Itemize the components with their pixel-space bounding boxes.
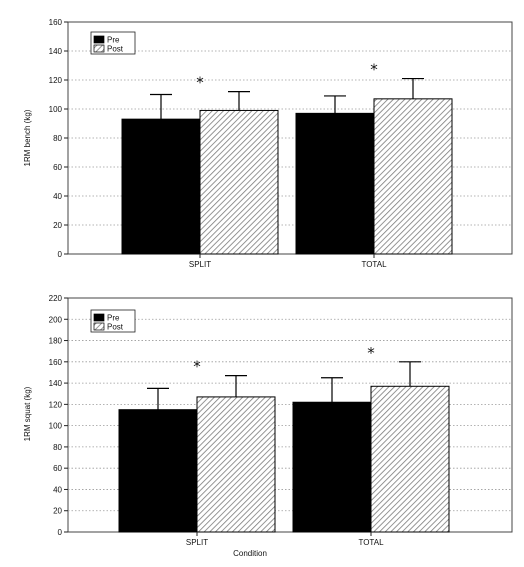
y-axis-title: 1RM squat (kg): [23, 386, 32, 441]
y-tick-label: 20: [53, 221, 62, 230]
y-tick-label: 200: [49, 315, 63, 324]
y-tick-label: 100: [49, 422, 63, 431]
y-tick-label: 160: [49, 18, 63, 27]
y-tick-label: 180: [49, 337, 63, 346]
bar-pre-total: [295, 112, 375, 255]
y-tick-label: 0: [58, 528, 63, 537]
x-tick-label: SPLIT: [189, 260, 211, 269]
x-tick-label: SPLIT: [186, 538, 208, 547]
bar-post-split: [196, 396, 276, 533]
legend-swatch-post: [93, 44, 105, 53]
legend-swatch-pre: [93, 35, 105, 44]
y-tick-label: 220: [49, 294, 63, 303]
legend-swatch-pre: [93, 313, 105, 322]
legend-label-post: Post: [107, 323, 124, 332]
bar-pre-total: [292, 401, 372, 533]
y-tick-label: 140: [49, 379, 63, 388]
significance-star: *: [370, 61, 378, 79]
significance-star: *: [193, 358, 201, 376]
y-tick-label: 120: [49, 400, 63, 409]
bar-pre-split: [121, 118, 201, 255]
bar-post-total: [373, 98, 453, 255]
x-tick-label: TOTAL: [361, 260, 387, 269]
y-tick-label: 160: [49, 358, 63, 367]
y-tick-label: 140: [49, 47, 63, 56]
y-tick-label: 40: [53, 192, 62, 201]
significance-star: *: [196, 74, 204, 92]
y-tick-label: 80: [53, 134, 62, 143]
y-tick-label: 60: [53, 163, 62, 172]
significance-star: *: [367, 344, 375, 362]
y-tick-label: 80: [53, 443, 62, 452]
bar-post-split: [199, 109, 279, 255]
plot-frame: [67, 297, 513, 533]
y-tick-label: 60: [53, 464, 62, 473]
bar-pre-split: [118, 409, 198, 533]
y-axis-title: 1RM bench (kg): [23, 109, 32, 166]
chart-2: 0 20 40 60 80 100 120 140 160 180 200 220 1RM squat …: [23, 294, 513, 558]
legend-swatch-post: [93, 322, 105, 331]
y-tick-label: 20: [53, 507, 62, 516]
y-tick-label: 40: [53, 485, 62, 494]
x-axis-title: Condition: [233, 549, 267, 558]
y-tick-label: 120: [49, 76, 63, 85]
bar-post-total: [370, 385, 450, 533]
y-tick-label: 0: [58, 250, 63, 259]
legend-label-pre: Pre: [107, 36, 120, 45]
chart-1: 0 20 40 60 80 100 120 140 160 1RM bench (kg) * SPLI…: [23, 18, 513, 269]
x-tick-label: TOTAL: [358, 538, 384, 547]
legend-label-post: Post: [107, 45, 124, 54]
legend-label-pre: Pre: [107, 314, 120, 323]
y-tick-label: 100: [49, 105, 63, 114]
